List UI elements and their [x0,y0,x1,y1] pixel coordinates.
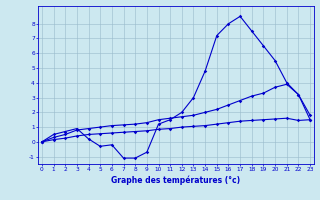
X-axis label: Graphe des températures (°c): Graphe des températures (°c) [111,175,241,185]
